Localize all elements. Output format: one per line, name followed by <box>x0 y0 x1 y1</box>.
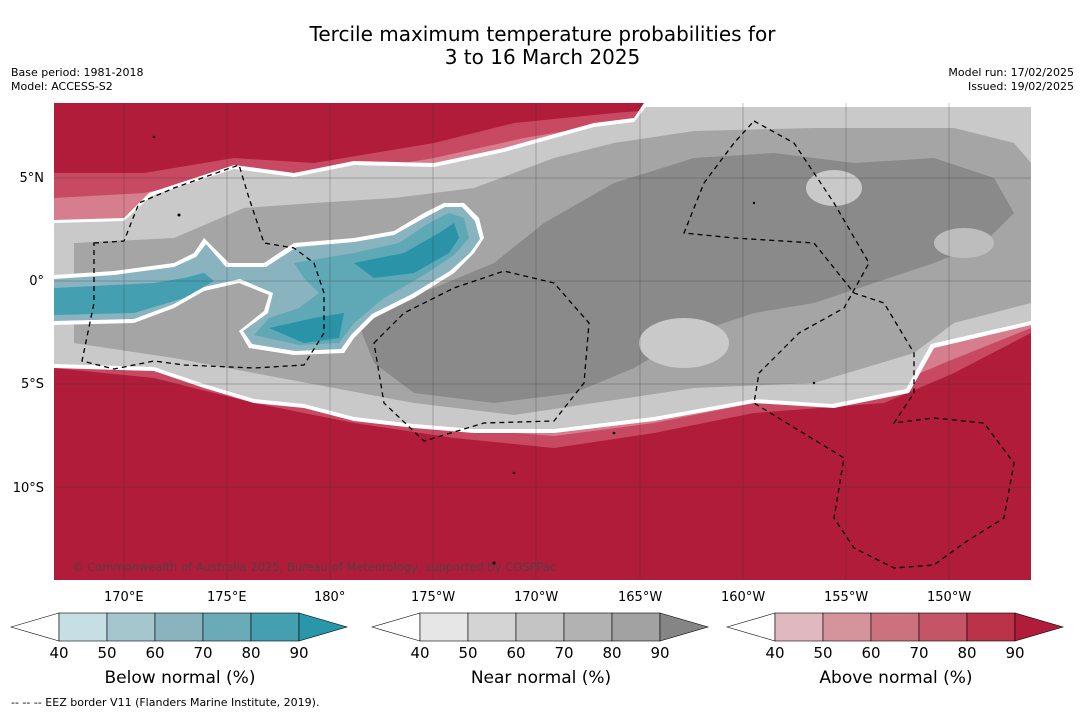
colorbar-below-seg-4 <box>202 612 252 642</box>
colorbar-below-tick-90: 90 <box>289 644 309 662</box>
colorbar-above-tick-40: 40 <box>765 644 785 662</box>
colorbar-below-tick-60: 60 <box>145 644 165 662</box>
lon-label-150w: 150°W <box>927 590 972 605</box>
colorbar-below-seg-0 <box>10 612 60 642</box>
below-normal-region <box>54 207 480 351</box>
colorbar-below-seg-1 <box>58 612 108 642</box>
colorbar-above-seg-2 <box>822 612 872 642</box>
lon-label-175e: 175°E <box>207 590 247 605</box>
near-normal-light-patch-3 <box>934 228 994 258</box>
colorbar-near-seg-3 <box>515 612 565 642</box>
colorbar-below-seg-6 <box>298 612 349 642</box>
colorbar-below-seg-5 <box>250 612 300 642</box>
eez-line-islands <box>683 120 1015 569</box>
colorbar-below-seg-3 <box>154 612 204 642</box>
colorbar-below-tick-70: 70 <box>193 644 213 662</box>
colorbar-below-normal <box>10 612 349 642</box>
colorbar-above-tick-80: 80 <box>957 644 977 662</box>
eez-tuvalu <box>81 164 325 370</box>
near-normal-light-patch <box>639 318 729 368</box>
below-normal-core-east <box>254 213 469 345</box>
near-normal-light-patch-2 <box>806 170 862 206</box>
colorbar-near-normal <box>371 612 710 642</box>
colorbar-near-tick-70: 70 <box>554 644 574 662</box>
map-title-line2: 3 to 16 March 2025 <box>444 45 641 69</box>
colorbar-near-seg-6 <box>659 612 710 642</box>
lon-label-165w: 165°W <box>618 590 663 605</box>
colorbar-near-tick-50: 50 <box>458 644 478 662</box>
colorbar-near-seg-2 <box>467 612 517 642</box>
lat-label-5n: 5°N <box>19 171 45 186</box>
lon-label-155w: 155°W <box>824 590 869 605</box>
lon-label-160w: 160°W <box>721 590 766 605</box>
islands <box>152 135 816 565</box>
colorbar-below-tick-80: 80 <box>241 644 261 662</box>
lon-label-170w: 170°W <box>514 590 559 605</box>
colorbar-near-tick-80: 80 <box>602 644 622 662</box>
colorbar-below-title: Below normal (%) <box>104 668 256 688</box>
colorbar-above-tick-50: 50 <box>813 644 833 662</box>
colorbar-above-seg-5 <box>966 612 1016 642</box>
colorbar-above-seg-0 <box>726 612 776 642</box>
copyright-text: © Commonwealth of Australia 2025, Bureau… <box>72 560 556 574</box>
probability-map-svg: © Commonwealth of Australia 2025, Bureau… <box>54 103 1031 580</box>
near-normal-dark <box>354 153 1014 403</box>
colorbar-below-tick-50: 50 <box>97 644 117 662</box>
colorbar-below-seg-2 <box>106 612 156 642</box>
model-label: Model: ACCESS-S2 <box>11 80 113 93</box>
issued-label: Issued: 19/02/2025 <box>967 80 1074 93</box>
colorbar-near-seg-5 <box>611 612 661 642</box>
lon-label-170e: 170°E <box>104 590 144 605</box>
colorbar-above-seg-1 <box>774 612 824 642</box>
map-title-line1: Tercile maximum temperature probabilitie… <box>309 22 776 46</box>
colorbar-near-tick-40: 40 <box>410 644 430 662</box>
colorbar-near-tick-60: 60 <box>506 644 526 662</box>
eez-tokelau <box>373 270 590 442</box>
colorbar-near-seg-4 <box>563 612 613 642</box>
colorbar-above-seg-4 <box>918 612 968 642</box>
probability-map: © Commonwealth of Australia 2025, Bureau… <box>54 103 1031 580</box>
lon-label-180: 180° <box>314 590 346 605</box>
colorbar-above-normal <box>726 612 1065 642</box>
colorbar-near-seg-0 <box>371 612 421 642</box>
colorbar-near-tick-90: 90 <box>650 644 670 662</box>
eez-borders <box>81 120 1015 569</box>
below-normal-darkest-2 <box>269 313 344 343</box>
lat-label-0: 0° <box>29 274 44 289</box>
lat-label-10s: 10°S <box>12 481 44 496</box>
lon-label-175w: 175°W <box>411 590 456 605</box>
colorbar-above-tick-60: 60 <box>861 644 881 662</box>
colorbar-near-title: Near normal (%) <box>470 668 612 688</box>
model-run-label: Model run: 17/02/2025 <box>948 66 1074 79</box>
colorbar-below-tick-40: 40 <box>49 644 69 662</box>
colorbar-above-tick-70: 70 <box>909 644 929 662</box>
graticule <box>54 103 1031 580</box>
colorbar-near-seg-1 <box>419 612 469 642</box>
base-period-label: Base period: 1981-2018 <box>11 66 144 79</box>
colorbar-above-seg-6 <box>1014 612 1065 642</box>
colorbar-above-title: Above normal (%) <box>819 668 973 688</box>
colorbar-above-seg-3 <box>870 612 920 642</box>
colorbar-above-tick-90: 90 <box>1005 644 1025 662</box>
lat-label-5s: 5°S <box>20 377 44 392</box>
eez-legend-text: -- -- -- EEZ border V11 (Flanders Marine… <box>11 696 320 709</box>
